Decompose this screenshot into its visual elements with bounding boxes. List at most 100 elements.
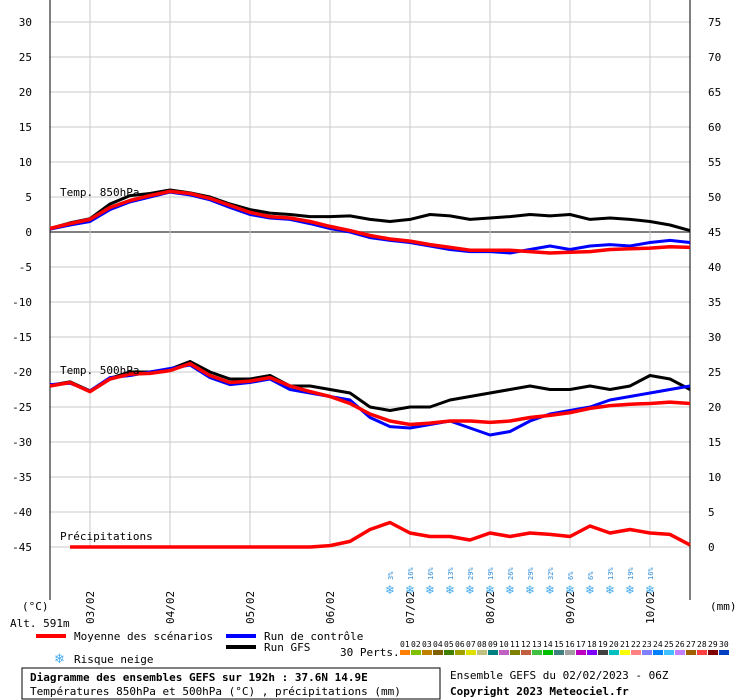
snowflake-icon: ❄ — [425, 583, 435, 597]
snow-risk-label: 19% — [627, 567, 635, 580]
right-tick-label: 5 — [708, 506, 715, 519]
pert-swatch — [411, 650, 421, 655]
right-tick-label: 15 — [708, 436, 721, 449]
grid — [49, 0, 691, 600]
panel-label-t500: Temp. 500hPa — [60, 364, 139, 377]
series-t500-moyenne-des-sc-narios — [49, 361, 691, 427]
pert-label: 21 — [620, 640, 630, 649]
x-tick-label: 03/02 — [84, 591, 97, 624]
altitude: Alt. 591m — [10, 617, 70, 630]
left-tick-label: -20 — [12, 366, 32, 379]
pert-label: 09 — [488, 640, 498, 649]
left-tick-label: -10 — [12, 296, 32, 309]
right-tick-label: 30 — [708, 331, 721, 344]
pert-swatch — [499, 650, 509, 655]
pert-label: 23 — [642, 640, 652, 649]
pert-swatch — [444, 650, 454, 655]
pert-label: 30 — [719, 640, 729, 649]
pert-swatch — [653, 650, 663, 655]
left-tick-label: 10 — [19, 156, 32, 169]
pert-label: 05 — [444, 640, 454, 649]
pert-label: 18 — [587, 640, 597, 649]
pert-swatch — [466, 650, 476, 655]
right-tick-label: 60 — [708, 121, 721, 134]
x-tick-label: 08/02 — [484, 591, 497, 624]
pert-swatch — [532, 650, 542, 655]
footer: Diagramme des ensembles GEFS sur 192h : … — [21, 667, 669, 700]
pert-swatch — [554, 650, 564, 655]
pert-swatch — [587, 650, 597, 655]
left-tick-label: -40 — [12, 506, 32, 519]
pert-label: 11 — [510, 640, 520, 649]
snowflake-icon: ❄ — [565, 583, 575, 597]
left-unit: (°C) — [22, 600, 49, 613]
x-tick-label: 04/02 — [164, 591, 177, 624]
right-tick-label: 75 — [708, 16, 721, 29]
pert-swatch — [455, 650, 465, 655]
pert-label: 29 — [708, 640, 718, 649]
series-layer — [49, 188, 691, 549]
right-tick-label: 40 — [708, 261, 721, 274]
legend-snow: Risque neige — [74, 653, 153, 666]
snowflake-icon: ❄ — [54, 652, 65, 667]
series-t850-run-gfs — [49, 188, 691, 233]
snowflake-icon: ❄ — [445, 583, 455, 597]
snowflake-icon: ❄ — [405, 583, 415, 597]
x-tick-label: 09/02 — [564, 591, 577, 624]
snow-risk-layer: 3% ❄ 16% ❄ 16% ❄ 13% ❄ 29% ❄ 19% ❄ 26% ❄ 29% ❄ 32% ❄ 6% ❄ 6%… — [385, 567, 655, 597]
pert-swatch — [620, 650, 630, 655]
pert-swatch — [521, 650, 531, 655]
x-tick-label: 10/02 — [644, 591, 657, 624]
pert-label: 27 — [686, 640, 696, 649]
snow-risk-label: 16% — [647, 567, 655, 580]
pert-swatch — [543, 650, 553, 655]
series-t850-run-de-contr-le — [49, 190, 691, 255]
legend-perts: 30 Perts. — [340, 646, 400, 659]
snow-risk-label: 19% — [487, 567, 495, 580]
pert-swatch — [631, 650, 641, 655]
snowflake-icon: ❄ — [625, 583, 635, 597]
pert-swatch — [664, 650, 674, 655]
pert-swatch — [598, 650, 608, 655]
snow-risk-label: 3% — [387, 571, 395, 580]
pert-label: 28 — [697, 640, 707, 649]
pert-label: 08 — [477, 640, 487, 649]
right-tick-label: 70 — [708, 51, 721, 64]
ensemble-info: Ensemble GEFS du 02/02/2023 - 06Z — [450, 669, 669, 682]
snow-risk-label: 32% — [547, 567, 555, 580]
pert-label: 10 — [499, 640, 509, 649]
x-tick-label: 05/02 — [244, 591, 257, 624]
right-tick-label: 0 — [708, 541, 715, 554]
series-t500-run-de-contr-le — [49, 363, 691, 437]
pert-swatch — [609, 650, 619, 655]
snow-risk-label: 29% — [527, 567, 535, 580]
snow-risk-label: 16% — [407, 567, 415, 580]
pert-swatch — [576, 650, 586, 655]
right-tick-label: 10 — [708, 471, 721, 484]
pert-label: 12 — [521, 640, 531, 649]
pert-swatch — [433, 650, 443, 655]
right-tick-label: 50 — [708, 191, 721, 204]
x-axis: 03/02 04/02 05/02 06/02 07/02 08/02 09/02 10/02 — [84, 591, 657, 624]
snow-risk-label: 13% — [447, 567, 455, 580]
panel-label-precip: Précipitations — [60, 530, 153, 543]
right-tick-label: 25 — [708, 366, 721, 379]
panel-label-t850: Temp. 850hPa — [60, 186, 139, 199]
chart-title: Diagramme des ensembles GEFS sur 192h : … — [30, 671, 368, 684]
right-tick-label: 65 — [708, 86, 721, 99]
snow-risk-label: 29% — [467, 567, 475, 580]
snow-risk-label: 6% — [587, 571, 595, 580]
pert-swatch — [422, 650, 432, 655]
pert-label: 13 — [532, 640, 542, 649]
legend-mean-swatch — [36, 634, 66, 638]
pert-label: 24 — [653, 640, 663, 649]
chart-subtitle: Températures 850hPa et 500hPa (°C) , pré… — [30, 685, 401, 698]
pert-swatch — [675, 650, 685, 655]
left-tick-label: -30 — [12, 436, 32, 449]
right-tick-label: 45 — [708, 226, 721, 239]
pert-swatch — [697, 650, 707, 655]
left-tick-label: -35 — [12, 471, 32, 484]
pert-label: 25 — [664, 640, 674, 649]
snowflake-icon: ❄ — [645, 583, 655, 597]
